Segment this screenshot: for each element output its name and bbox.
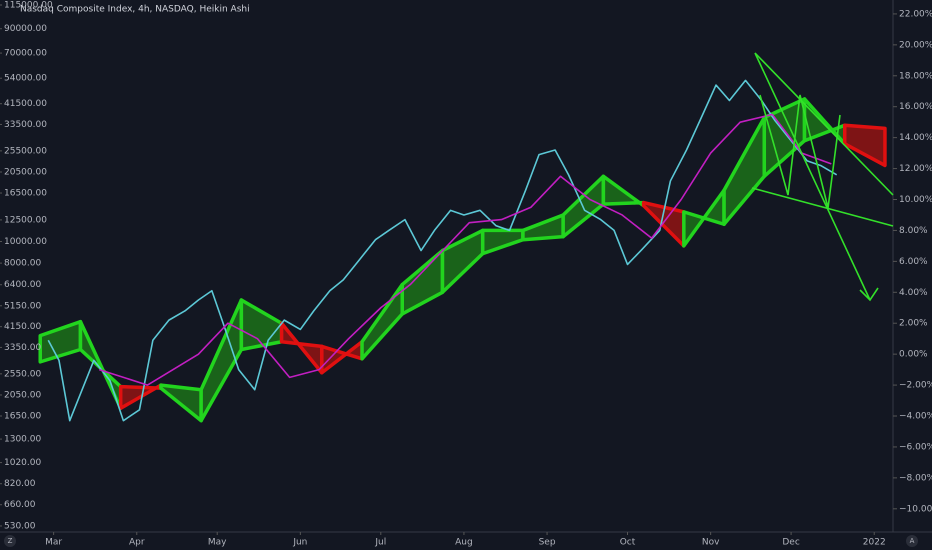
- y2-tick-label: −4.00%: [899, 412, 932, 422]
- y-tick-label: 33500.00: [4, 120, 47, 130]
- y2-tick-label: 4.00%: [899, 288, 928, 298]
- x-tick-label: Dec: [782, 538, 799, 548]
- y2-tick-label: 16.00%: [899, 102, 932, 112]
- y-tick-label: 25500.00: [4, 146, 47, 156]
- y2-tick-label: 2.00%: [899, 319, 928, 329]
- zoom-icon[interactable]: [4, 535, 16, 547]
- y-tick-label: 1020.00: [4, 458, 41, 468]
- x-tick-label: Apr: [129, 538, 145, 548]
- x-tick-label: Nov: [702, 538, 720, 548]
- y-tick-label: 2550.00: [4, 369, 41, 379]
- x-tick-label: Sep: [539, 538, 556, 548]
- cloud-segment: [842, 123, 887, 168]
- x-tick-label: Oct: [620, 538, 636, 548]
- y-tick-label: 4150.00: [4, 322, 41, 332]
- y-tick-label: 70000.00: [4, 49, 47, 59]
- series-line: [98, 113, 832, 386]
- y-tick-label: 12500.00: [4, 215, 47, 225]
- y-tick-label: 1650.00: [4, 411, 41, 421]
- trend-line: [754, 52, 894, 196]
- trend-drawings: [751, 52, 894, 302]
- y2-tick-label: 0.00%: [899, 350, 928, 360]
- y-tick-label: 2050.00: [4, 390, 41, 400]
- y-tick-label: 20500.00: [4, 168, 47, 178]
- x-tick-label: Aug: [455, 538, 473, 548]
- x-tick-label: Mar: [45, 538, 62, 548]
- trend-line: [751, 187, 894, 227]
- y2-tick-label: 12.00%: [899, 164, 932, 174]
- y2-tick-label: 18.00%: [899, 71, 932, 81]
- y2-tick-label: −10.00%: [899, 504, 932, 514]
- y2-tick-label: 10.00%: [899, 195, 932, 205]
- trend-line: [754, 52, 871, 301]
- y-tick-label: 41500.00: [4, 99, 47, 109]
- y2-tick-label: 22.00%: [899, 9, 932, 19]
- y-tick-label: 8000.00: [4, 259, 41, 269]
- x-tick-label: Jun: [292, 538, 307, 548]
- x-tick-label: Jul: [374, 538, 386, 548]
- y-tick-label: 5150.00: [4, 301, 41, 311]
- y2-tick-label: −2.00%: [899, 381, 932, 391]
- y-tick-label: 10000.00: [4, 237, 47, 247]
- y-tick-label: 6400.00: [4, 280, 41, 290]
- y-tick-label: 530.00: [4, 521, 36, 531]
- zoom-icon-label: Z: [8, 537, 13, 545]
- auto-scale-button[interactable]: [906, 535, 918, 547]
- y-tick-label: 115000.00: [4, 1, 53, 11]
- y2-tick-label: 14.00%: [899, 133, 932, 143]
- y-tick-label: 660.00: [4, 500, 36, 510]
- y2-tick-label: −6.00%: [899, 442, 932, 452]
- x-tick-label: 2022: [863, 538, 886, 548]
- auto-scale-label: A: [910, 537, 915, 545]
- y-tick-label: 90000.00: [4, 24, 47, 34]
- y2-tick-label: 20.00%: [899, 40, 932, 50]
- y-tick-label: 3350.00: [4, 343, 41, 353]
- zigzag: [759, 94, 841, 209]
- chart-title: Nasdaq Composite Index, 4h, NASDAQ, Heik…: [20, 5, 250, 15]
- series-line: [47, 79, 838, 422]
- y2-tick-label: −8.00%: [899, 473, 932, 483]
- arrow-head: [859, 287, 879, 302]
- y2-tick-label: 8.00%: [899, 226, 928, 236]
- y-tick-label: 54000.00: [4, 74, 47, 84]
- y-tick-label: 1300.00: [4, 435, 41, 445]
- y-tick-label: 820.00: [4, 479, 36, 489]
- plot-area: [38, 79, 887, 423]
- x-tick-label: May: [208, 538, 227, 548]
- y-tick-label: 16500.00: [4, 189, 47, 199]
- y2-tick-label: 6.00%: [899, 257, 928, 267]
